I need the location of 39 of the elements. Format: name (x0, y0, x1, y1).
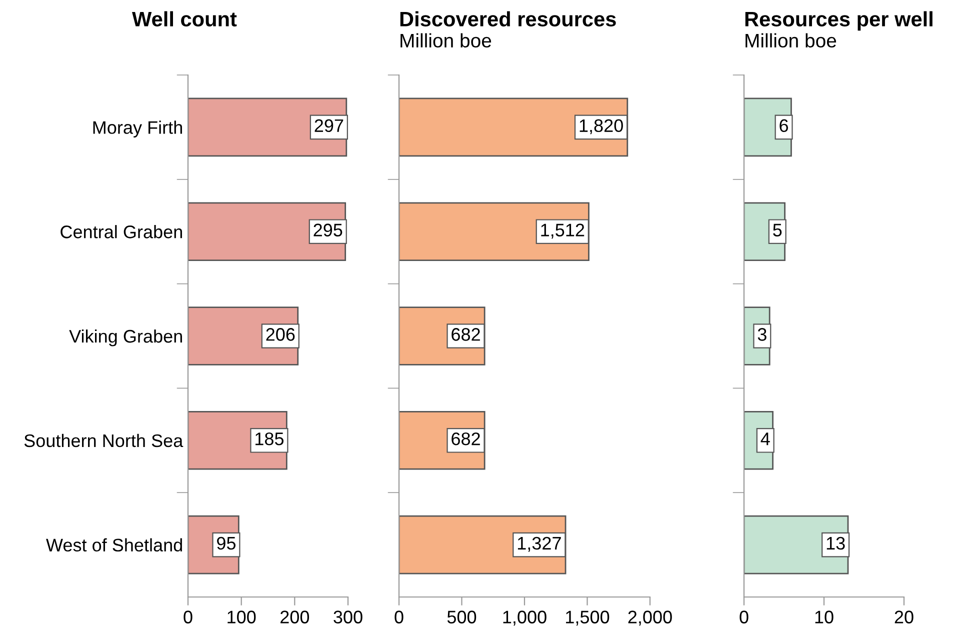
data-label: 1,512 (541, 224, 584, 239)
y-tick-label: West of Shetland (46, 538, 182, 552)
x-tick-label: 100 (228, 610, 256, 624)
data-label: 206 (266, 328, 295, 341)
x-tick-label: 300 (334, 610, 362, 624)
y-tick-label: Central Graben (60, 225, 182, 238)
chart-title: Discovered resources (400, 11, 616, 27)
x-tick-label: 1,500 (566, 610, 610, 626)
data-label: 1,327 (518, 536, 561, 552)
data-label: 295 (314, 224, 342, 236)
x-tick-label: 10 (815, 610, 834, 624)
x-tick-label: 2,000 (628, 610, 672, 626)
x-tick-label: 1,000 (503, 610, 546, 626)
bar (399, 98, 628, 157)
data-label: 4 (760, 432, 770, 446)
y-tick-label: Viking Graben (69, 329, 182, 346)
data-label: 1,820 (580, 119, 623, 134)
data-label: 95 (217, 536, 236, 550)
data-label: 6 (780, 119, 788, 132)
x-tick-label: 0 (740, 610, 748, 624)
data-label: 5 (773, 224, 782, 236)
data-label: 13 (826, 536, 845, 550)
data-label: 3 (758, 328, 766, 341)
x-tick-label: 20 (894, 610, 914, 624)
x-tick-label: 200 (280, 610, 310, 624)
data-label: 682 (452, 328, 480, 341)
y-tick-label: Moray Firth (93, 120, 182, 138)
data-label: 297 (314, 119, 344, 132)
chart-title: Resources per well (745, 11, 932, 31)
y-tick-label: Southern North Sea (24, 434, 184, 448)
chart-title: Well count (132, 11, 237, 27)
x-tick-label: 0 (394, 610, 404, 624)
x-tick-label: 0 (184, 610, 192, 624)
x-tick-label: 500 (447, 610, 476, 624)
data-label: 185 (256, 432, 284, 446)
bar (188, 202, 346, 262)
data-label: 682 (452, 432, 480, 446)
chart-subtitle: Million boe (400, 33, 492, 48)
chart-subtitle: Million boe (746, 33, 836, 48)
